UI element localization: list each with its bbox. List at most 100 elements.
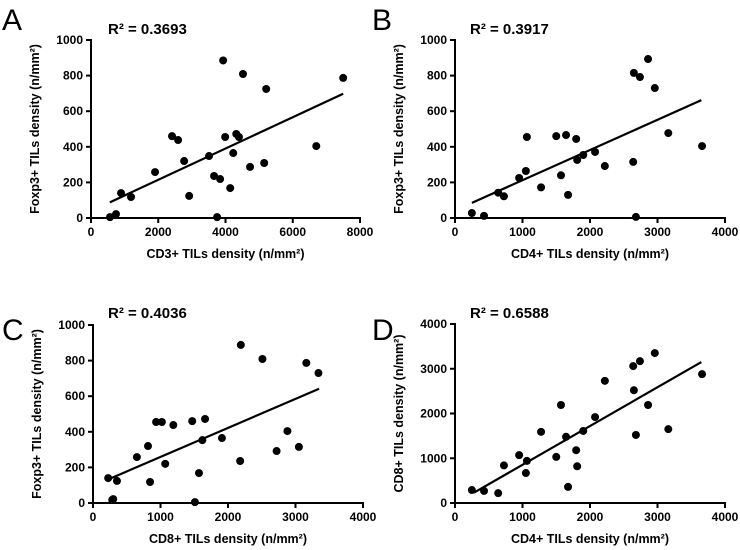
data-point [229,149,238,158]
panel-letter: D [372,314,394,347]
panel-c: C R² = 0.4036 0 1000 2000 3000 4000 0 200 400 600 8… [2,305,377,546]
data-point [219,56,228,65]
data-point [629,157,638,166]
data-point [564,482,573,491]
data-point [169,421,178,430]
data-point [112,210,121,219]
r-squared-annotation: R² = 0.3693 [108,21,187,38]
data-point [216,175,225,184]
data-point [236,456,245,465]
data-point [312,142,321,151]
data-point [591,147,600,156]
data-point [494,489,503,498]
data-point [600,376,609,385]
data-point [579,426,588,435]
data-point [314,369,323,378]
data-point [552,132,561,141]
data-point [190,498,199,507]
data-point [629,362,638,371]
data-point [174,136,183,145]
data-point [556,400,565,409]
data-point [572,134,581,143]
y-tick-label: 0 [78,496,85,510]
data-point [105,213,114,222]
x-axis-label: CD8+ TILs density (n/mm²) [149,532,307,546]
y-axis-label: Foxp3+ TILs density (n/mm²) [30,329,44,499]
y-tick-label: 1000 [58,318,85,332]
data-point [217,434,226,443]
y-tick-label: 800 [427,69,447,83]
x-axis-label: CD4+ TILs density (n/mm²) [511,532,669,546]
data-point [564,190,573,199]
x-tick-label: 2000 [577,225,604,239]
panel-b: B R² = 0.3917 0 1000 2000 3000 4000 0 200 400 600 8… [372,4,739,261]
data-point [339,73,348,82]
data-point [644,400,653,409]
data-point [573,155,582,164]
data-point [664,129,673,138]
panel-a: A R² = 0.3693 0 2000 4000 6000 8000 0 200 400 600 8… [2,4,374,261]
panel-letter: A [2,4,22,37]
data-point [552,452,561,461]
data-point [600,162,609,171]
x-tick-label: 3000 [644,510,671,524]
data-point [294,442,303,451]
data-point [260,158,269,167]
data-point [213,213,222,222]
data-point [562,131,571,140]
data-point [631,212,640,221]
y-tick-label: 2000 [420,407,447,421]
data-point [132,453,141,462]
data-point [198,436,207,445]
data-point [302,358,311,367]
x-axis-label: CD4+ TILs density (n/mm²) [511,247,669,261]
data-point [499,461,508,470]
x-tick-label: 2000 [577,510,604,524]
data-point [664,425,673,434]
data-point [127,192,136,201]
x-tick-label: 3000 [282,510,309,524]
data-point [572,446,581,455]
data-point [522,456,531,465]
data-point [537,427,546,436]
data-point [573,462,582,471]
y-tick-label: 200 [63,175,83,189]
x-tick-label: 4000 [712,510,739,524]
data-point [236,340,245,349]
data-point [112,476,121,485]
x-tick-label: 1000 [509,225,536,239]
y-tick-label: 4000 [420,317,447,331]
data-point [201,414,210,423]
x-tick-label: 1000 [147,510,174,524]
data-point [698,370,707,379]
data-point [144,442,153,451]
data-point [234,133,243,142]
data-point [226,184,235,193]
y-axis-label: Foxp3+ TILs density (n/mm²) [28,44,42,214]
regression-line [471,99,702,204]
x-tick-label: 4000 [712,225,739,239]
data-point [522,133,531,142]
data-point [494,188,503,197]
data-point [631,430,640,439]
y-axis-label: Foxp3+ TILs density (n/mm²) [392,44,406,214]
data-point [635,73,644,82]
r-squared-annotation: R² = 0.3917 [470,21,549,38]
data-point [180,157,189,166]
regression-line [108,387,320,480]
x-tick-label: 2000 [215,510,242,524]
data-point [161,459,170,468]
x-tick-label: 2000 [145,225,172,239]
data-point [521,469,530,478]
data-point [157,418,166,427]
data-point [644,55,653,64]
data-point [480,486,489,495]
y-tick-label: 800 [65,354,85,368]
y-tick-label: 0 [440,211,447,225]
data-point [579,150,588,159]
data-point [467,486,476,495]
y-tick-label: 800 [63,69,83,83]
data-point [258,354,267,363]
data-point [521,167,530,176]
